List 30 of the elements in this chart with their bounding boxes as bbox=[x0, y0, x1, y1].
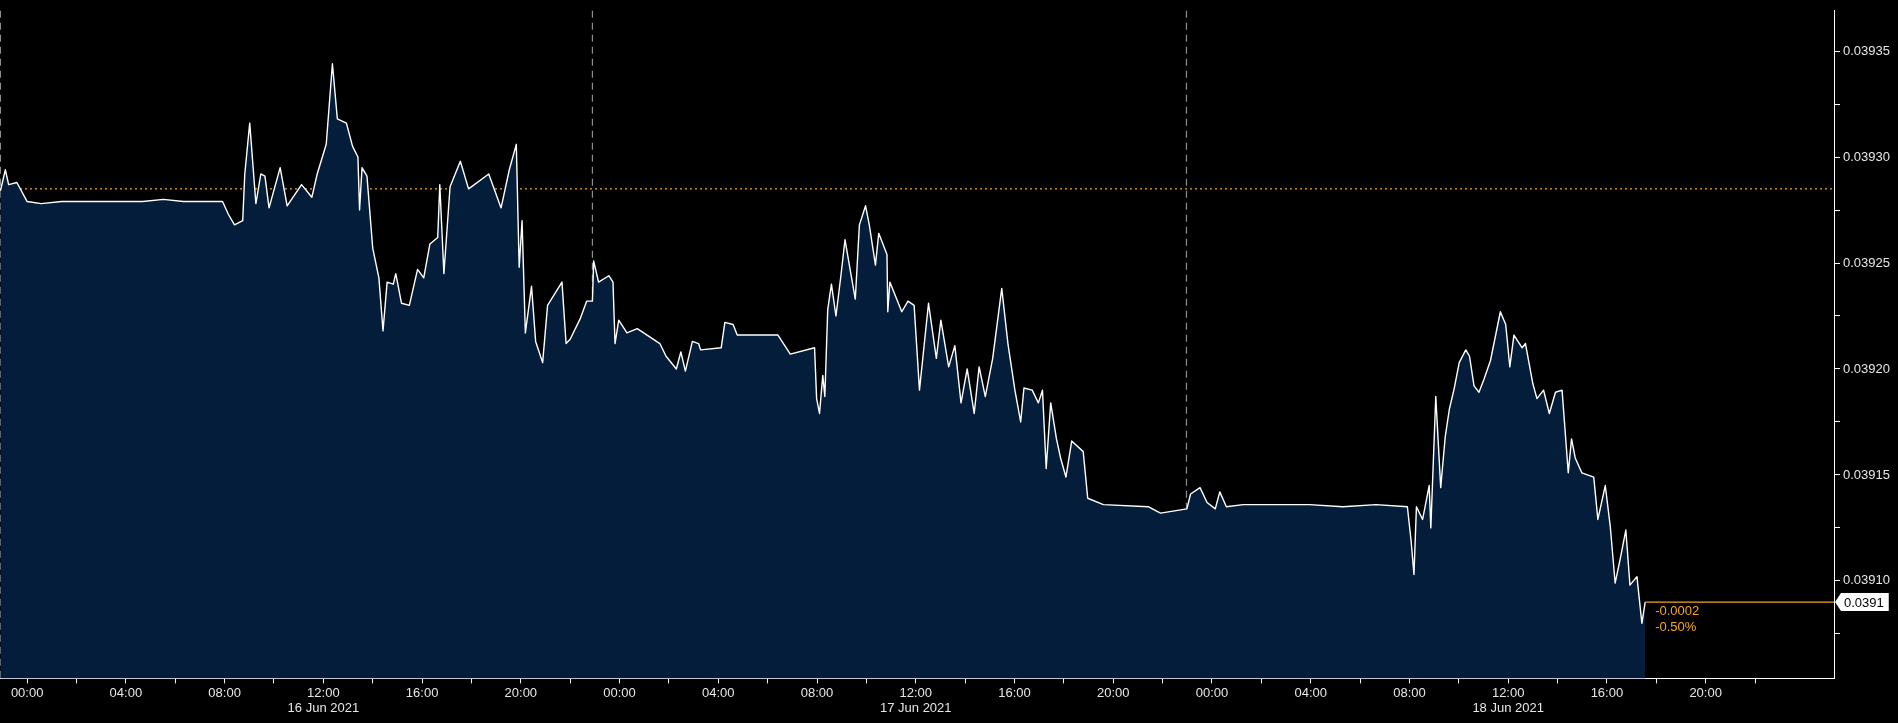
x-tick-label: 20:00 bbox=[1096, 684, 1130, 700]
y-tick-label: 0.03910 bbox=[1843, 572, 1890, 588]
text: 17 Jun 2021 bbox=[879, 699, 952, 715]
x-tick-label: 04:00 bbox=[702, 684, 735, 700]
x-tick-label: 12:00 bbox=[899, 684, 933, 700]
x-tick-label: 12:00 bbox=[307, 684, 340, 700]
ref-line-label: 0.0391 bbox=[1844, 594, 1884, 610]
x-tick-label: 08:00 bbox=[1393, 684, 1426, 700]
y-tick-label: 0.03935 bbox=[1843, 42, 1890, 58]
x-tick-label: 16:00 bbox=[998, 684, 1031, 700]
y-tick-label: 0.03915 bbox=[1843, 466, 1890, 482]
text: 18 Jun 2021 bbox=[1472, 699, 1544, 715]
x-tick-label: 08:00 bbox=[800, 684, 834, 700]
x-tick-label: 16:00 bbox=[405, 684, 439, 700]
text: 16 Jun 2021 bbox=[287, 699, 360, 715]
y-tick-label: 0.03925 bbox=[1843, 254, 1890, 270]
annotation: -0.0002 bbox=[1655, 602, 1700, 618]
y-tick-label: 0.03930 bbox=[1843, 148, 1890, 164]
x-tick-label: 08:00 bbox=[208, 684, 241, 700]
y-tick-label: 0.03920 bbox=[1843, 360, 1890, 376]
x-tick-label: 00:00 bbox=[10, 684, 44, 700]
x-tick-label: 12:00 bbox=[1491, 684, 1525, 700]
annotation: -0.50% bbox=[1655, 618, 1697, 634]
x-tick-label: 16:00 bbox=[1590, 684, 1624, 700]
x-tick-label: 20:00 bbox=[1689, 684, 1722, 700]
x-tick-label: 20:00 bbox=[504, 684, 538, 700]
x-tick-label: 00:00 bbox=[603, 684, 636, 700]
x-tick-label: 04:00 bbox=[1294, 684, 1327, 700]
x-tick-label: 04:00 bbox=[109, 684, 143, 700]
x-tick-label: 00:00 bbox=[1195, 684, 1229, 700]
